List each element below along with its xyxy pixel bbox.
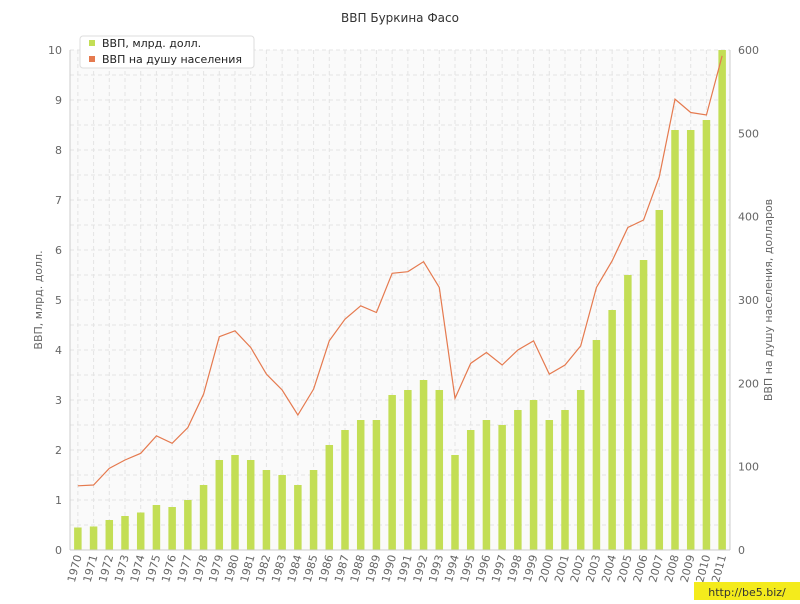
bar-2000 [545, 420, 554, 550]
bar-series [74, 50, 726, 550]
bar-1974 [136, 512, 145, 550]
left-tick-label: 1 [55, 494, 62, 507]
left-tick-label: 5 [55, 294, 62, 307]
bar-1997 [498, 425, 506, 550]
bar-2008 [671, 130, 679, 550]
bar-1981 [246, 460, 255, 550]
left-tick-label: 4 [55, 344, 62, 357]
left-tick-label: 7 [55, 194, 62, 207]
bar-1990 [388, 395, 396, 550]
bar-1986 [325, 445, 334, 550]
bar-1971 [89, 526, 98, 550]
right-tick-labels: 0 100 200 300 400 500 600 [738, 44, 759, 557]
bar-1980 [231, 455, 239, 550]
bar-1982 [262, 470, 271, 550]
bar-2006 [639, 260, 648, 550]
bar-1988 [356, 420, 365, 550]
left-tick-label: 0 [55, 544, 62, 557]
left-tick-label: 9 [55, 94, 62, 107]
bar-2004 [608, 310, 616, 550]
right-tick-label: 0 [738, 544, 745, 557]
bar-2007 [655, 210, 664, 550]
legend-swatch-gdp [89, 40, 95, 46]
bar-1973 [121, 516, 129, 550]
bar-1972 [105, 520, 114, 550]
left-tick-labels: 0 1 2 3 4 5 6 7 8 9 10 [48, 44, 62, 557]
bar-2011 [718, 50, 726, 550]
right-tick-label: 400 [738, 211, 759, 224]
bar-1976 [168, 507, 176, 550]
legend-swatch-gdp-per-capita [89, 56, 95, 62]
bar-1992 [419, 380, 428, 550]
bar-1989 [372, 420, 381, 550]
legend-box [79, 35, 255, 69]
bar-1987 [341, 430, 349, 550]
right-tick-label: 500 [738, 127, 759, 140]
left-axis-label: ВВП, млрд. долл. [32, 250, 45, 349]
bar-1977 [184, 500, 192, 550]
bar-2010 [702, 120, 711, 550]
bar-2009 [686, 130, 695, 550]
right-tick-label: 100 [738, 461, 759, 474]
bar-2005 [624, 275, 632, 550]
left-tick-label: 3 [55, 394, 62, 407]
left-tick-label: 6 [55, 244, 62, 257]
bar-1984 [294, 485, 302, 550]
right-tick-label: 200 [738, 377, 759, 390]
bar-1995 [466, 430, 475, 550]
axes [69, 50, 731, 551]
bar-1978 [199, 485, 208, 550]
bar-1996 [482, 420, 491, 550]
left-tick-label: 8 [55, 144, 62, 157]
legend: ВВП, млрд. долл. ВВП на душу населения [79, 35, 255, 69]
watermark-text: http://be5.biz/ [708, 586, 786, 599]
bar-1983 [278, 475, 286, 550]
right-tick-label: 600 [738, 44, 759, 57]
line-series [77, 55, 723, 487]
right-tick-label: 300 [738, 294, 759, 307]
legend-label-gdp-per-capita: ВВП на душу населения [102, 53, 242, 66]
left-tick-label: 10 [48, 44, 62, 57]
right-axis-label: ВВП на душу населения, долларов [762, 199, 775, 401]
legend-label-gdp: ВВП, млрд. долл. [102, 37, 201, 50]
bar-1993 [435, 390, 444, 550]
bar-2001 [561, 410, 569, 550]
bar-2003 [592, 340, 601, 550]
watermark: http://be5.biz/ [694, 582, 800, 600]
chart-title: ВВП Буркина Фасо [341, 11, 459, 25]
bar-2002 [576, 390, 585, 550]
bar-1975 [152, 505, 161, 550]
bar-1994 [451, 455, 459, 550]
left-tick-label: 2 [55, 444, 62, 457]
bar-1970 [74, 527, 82, 550]
bar-1999 [529, 400, 538, 550]
bar-1998 [514, 410, 522, 550]
bar-1991 [404, 390, 412, 550]
bar-1985 [309, 470, 318, 550]
bar-1979 [215, 460, 224, 550]
